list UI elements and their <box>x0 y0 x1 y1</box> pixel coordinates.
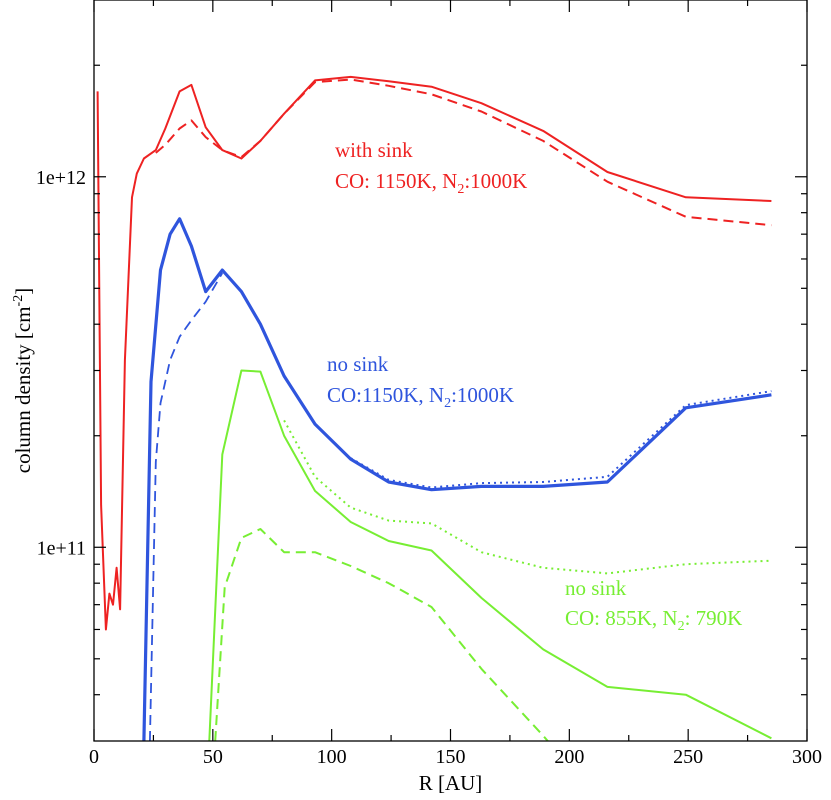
series-line-green-dashed <box>214 528 550 741</box>
series-line-red-dashed <box>155 78 772 227</box>
annotation-no-sink-1150k-temps: CO:1150K, N2:1000K <box>327 383 514 411</box>
y-tick-label: 1e+12 <box>36 167 86 189</box>
x-tick-label: 150 <box>436 746 466 768</box>
y-axis-title: column density [cm-2] <box>11 288 35 473</box>
x-tick-label: 300 <box>792 746 822 768</box>
series-line-blue-dotted <box>350 390 772 489</box>
x-tick-label: 200 <box>554 746 584 768</box>
tick-layer <box>93 0 808 741</box>
x-tick-label: 100 <box>317 746 347 768</box>
annotation-with-sink: with sink CO: 1150K, N2:1000K <box>335 138 527 197</box>
series-layer <box>96 75 772 741</box>
annotation-with-sink-temps: CO: 1150K, N2:1000K <box>335 169 527 197</box>
annotation-no-sink-1150k: no sink CO:1150K, N2:1000K <box>327 352 514 411</box>
x-axis-title: R [AU] <box>419 771 483 795</box>
annotation-with-sink-title: with sink <box>335 138 413 162</box>
series-line-blue-solid <box>142 217 772 741</box>
annotation-no-sink-855k: no sink CO: 855K, N2: 790K <box>565 576 742 634</box>
annotation-no-sink-855k-title: no sink <box>565 576 627 600</box>
y-tick-label: 1e+11 <box>37 537 86 559</box>
series-line-blue-dashed <box>149 272 224 741</box>
annotation-no-sink-855k-temps: CO: 855K, N2: 790K <box>565 606 742 634</box>
series-line-green-solid <box>208 369 772 741</box>
x-tick-label: 0 <box>89 746 99 768</box>
series-line-red-solid <box>96 75 772 631</box>
x-tick-label: 50 <box>203 746 223 768</box>
tick-labels: 0 50 100 150 200 250 300 1e+11 1e+12 <box>36 167 822 768</box>
annotation-no-sink-1150k-title: no sink <box>327 352 389 376</box>
series-line-green-dotted <box>283 419 772 575</box>
x-tick-label: 250 <box>673 746 703 768</box>
